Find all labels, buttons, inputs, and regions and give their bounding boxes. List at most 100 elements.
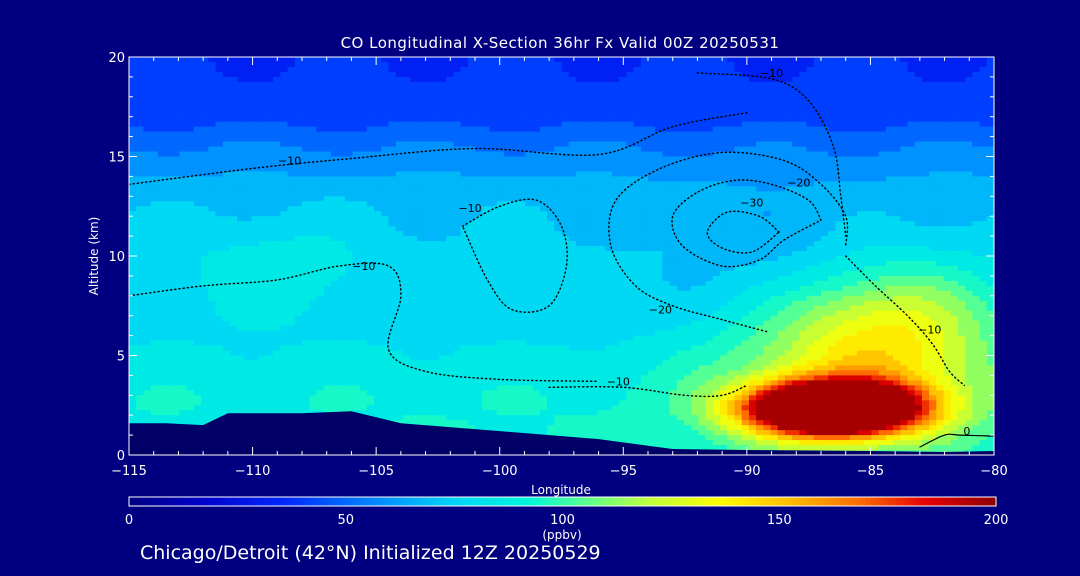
field-cell bbox=[186, 350, 195, 357]
field-cell bbox=[381, 310, 390, 317]
field-cell bbox=[374, 355, 382, 362]
field-cell bbox=[359, 116, 368, 123]
field-cell bbox=[323, 81, 332, 88]
field-cell bbox=[215, 156, 224, 163]
field-cell bbox=[424, 166, 433, 173]
field-cell bbox=[280, 355, 289, 362]
field-cell bbox=[575, 206, 584, 212]
field-cell bbox=[302, 260, 310, 267]
field-cell bbox=[193, 57, 202, 63]
field-cell bbox=[157, 226, 166, 232]
field-cell bbox=[345, 280, 354, 287]
field-cell bbox=[374, 320, 382, 327]
field-cell bbox=[496, 176, 505, 182]
field-cell bbox=[165, 211, 173, 217]
field-cell bbox=[208, 136, 217, 143]
field-cell bbox=[150, 315, 159, 322]
field-cell bbox=[258, 211, 267, 217]
field-cell bbox=[561, 186, 570, 192]
field-cell bbox=[237, 106, 245, 113]
field-cell bbox=[561, 295, 570, 302]
field-cell bbox=[568, 221, 577, 227]
field-cell bbox=[294, 101, 303, 108]
field-cell bbox=[222, 101, 231, 108]
field-cell bbox=[352, 330, 361, 337]
field-cell bbox=[280, 390, 289, 396]
field-cell bbox=[186, 186, 195, 192]
field-cell bbox=[215, 320, 224, 327]
field-cell bbox=[251, 191, 260, 197]
field-cell bbox=[229, 231, 238, 237]
field-cell bbox=[446, 260, 454, 267]
field-cell bbox=[554, 201, 563, 207]
field-cell bbox=[237, 101, 245, 108]
field-cell bbox=[554, 355, 563, 362]
field-cell bbox=[431, 136, 440, 143]
field-cell bbox=[157, 186, 166, 192]
field-cell bbox=[395, 96, 404, 103]
field-cell bbox=[251, 171, 260, 177]
field-cell bbox=[410, 91, 418, 98]
field-cell bbox=[482, 241, 491, 247]
field-cell bbox=[496, 260, 505, 267]
field-cell bbox=[258, 141, 267, 148]
field-cell bbox=[511, 355, 519, 362]
field-cell bbox=[294, 146, 303, 153]
field-cell bbox=[525, 176, 534, 182]
field-cell bbox=[165, 280, 173, 287]
field-cell bbox=[345, 141, 354, 148]
field-cell bbox=[352, 405, 361, 411]
field-cell bbox=[330, 76, 339, 83]
field-cell bbox=[215, 310, 224, 317]
field-cell bbox=[265, 76, 274, 83]
field-cell bbox=[424, 126, 433, 133]
field-cell bbox=[316, 146, 325, 153]
field-cell bbox=[150, 415, 159, 421]
field-cell bbox=[547, 76, 555, 83]
field-cell bbox=[381, 231, 390, 237]
field-cell bbox=[489, 315, 498, 322]
field-cell bbox=[446, 111, 454, 118]
field-cell bbox=[294, 380, 303, 386]
field-cell bbox=[410, 121, 418, 128]
field-cell bbox=[129, 66, 137, 73]
field-cell bbox=[460, 285, 469, 292]
field-cell bbox=[136, 340, 145, 347]
field-cell bbox=[330, 216, 339, 222]
field-cell bbox=[323, 305, 332, 312]
field-cell bbox=[136, 390, 145, 396]
field-cell bbox=[453, 156, 462, 163]
field-cell bbox=[136, 81, 145, 88]
field-cell bbox=[482, 236, 491, 242]
field-cell bbox=[489, 96, 498, 103]
field-cell bbox=[280, 310, 289, 317]
field-cell bbox=[453, 76, 462, 83]
field-cell bbox=[532, 76, 541, 83]
field-cell bbox=[503, 66, 512, 73]
field-cell bbox=[475, 350, 483, 357]
field-cell bbox=[561, 116, 570, 123]
field-cell bbox=[352, 141, 361, 148]
field-cell bbox=[186, 231, 195, 237]
field-cell bbox=[352, 270, 361, 277]
field-cell bbox=[395, 320, 404, 327]
field-cell bbox=[475, 345, 483, 352]
field-cell bbox=[287, 141, 296, 148]
field-cell bbox=[338, 111, 346, 118]
field-cell bbox=[410, 211, 418, 217]
field-cell bbox=[467, 146, 476, 153]
field-cell bbox=[179, 121, 188, 128]
field-cell bbox=[251, 76, 260, 83]
field-cell bbox=[467, 295, 476, 302]
field-cell bbox=[453, 236, 462, 242]
field-cell bbox=[561, 106, 570, 113]
field-cell bbox=[150, 221, 159, 227]
field-cell bbox=[150, 300, 159, 307]
field-cell bbox=[244, 166, 253, 173]
field-cell bbox=[525, 126, 534, 133]
field-cell bbox=[280, 191, 289, 197]
field-cell bbox=[179, 191, 188, 197]
field-cell bbox=[410, 315, 418, 322]
field-cell bbox=[172, 380, 181, 386]
field-cell bbox=[460, 265, 469, 272]
